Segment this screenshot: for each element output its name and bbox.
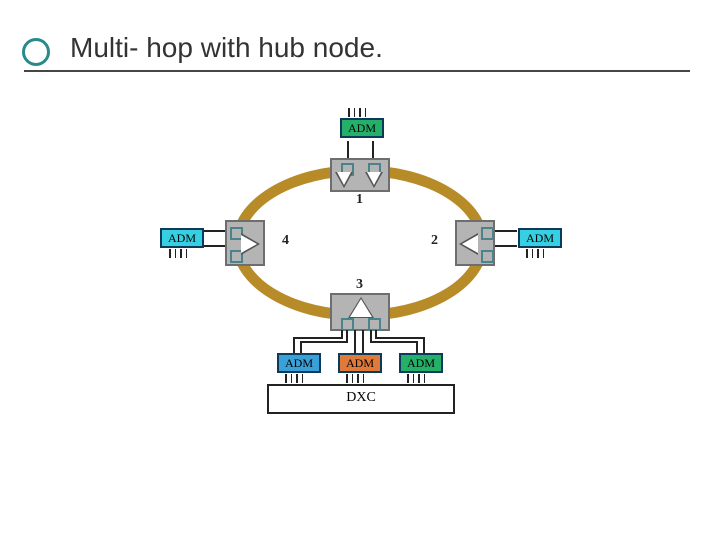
bullet-icon [22,38,50,66]
title-underline [24,70,690,72]
ticks-top [348,108,366,117]
dxc-box: DXC [267,384,455,414]
conn [495,245,517,247]
adm-top: ADM [340,118,384,138]
label-3: 3 [356,277,363,293]
conn [495,230,517,232]
node-2 [455,220,495,266]
adm-left: ADM [160,228,204,248]
slide-title-area: Multi- hop with hub node. [70,32,680,64]
node-3 [330,293,390,331]
label-4: 4 [282,233,289,249]
conn [204,245,226,247]
ticks-right [526,249,544,258]
adm-bottom-right: ADM [399,353,443,373]
adm-bottom-left: ADM [277,353,321,373]
label-2: 2 [431,233,438,249]
ticks-left [169,249,187,258]
network-diagram: 1 2 3 4 ADM ADM ADM [155,130,565,450]
ticks-br [407,374,425,383]
ticks-bl [285,374,303,383]
adm-right: ADM [518,228,562,248]
label-1: 1 [356,192,363,208]
page-title: Multi- hop with hub node. [70,32,680,64]
conn [204,230,226,232]
node-1 [330,158,390,192]
node-4 [225,220,265,266]
ticks-bm [346,374,364,383]
adm-bottom-mid: ADM [338,353,382,373]
